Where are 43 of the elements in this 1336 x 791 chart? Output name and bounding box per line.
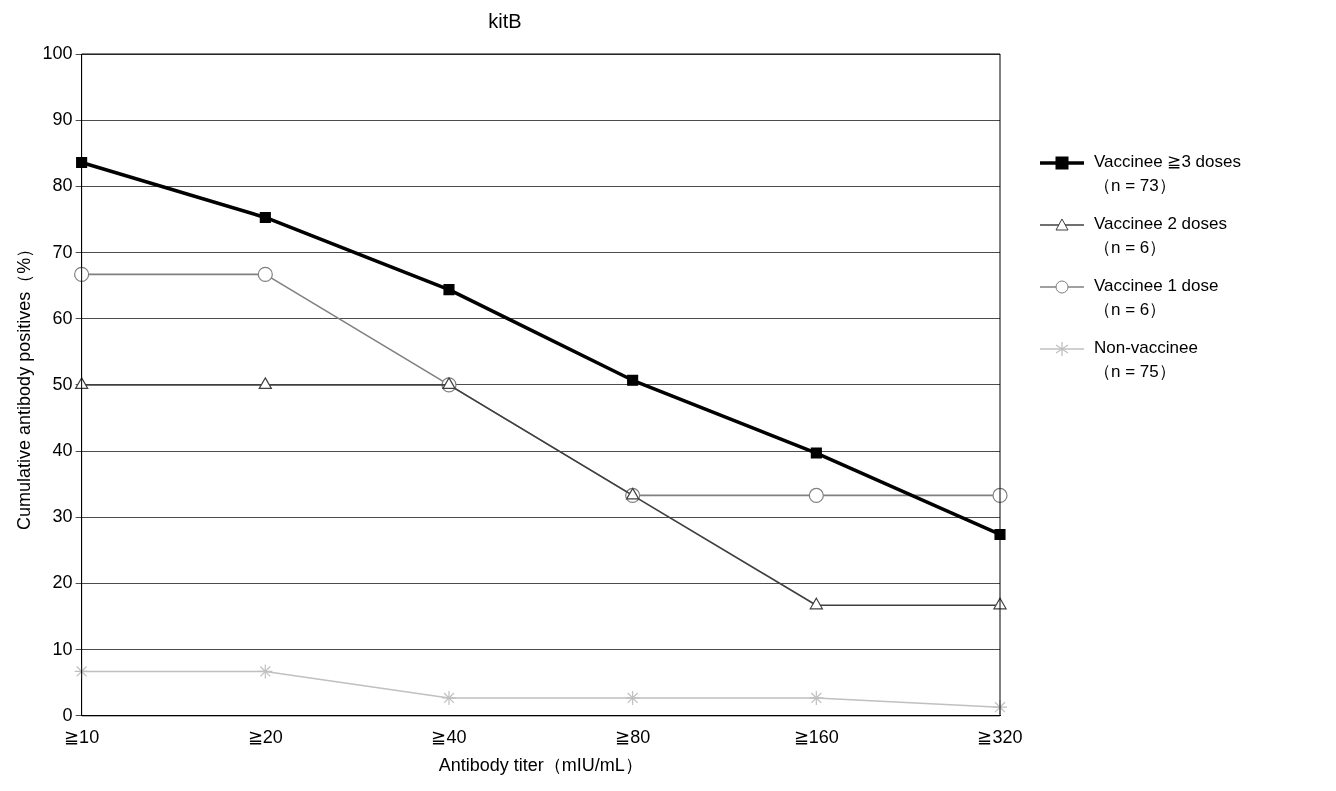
point [810,447,822,459]
point [259,211,271,224]
legend-label: Vaccinee 1 dose （n = 6） [1094,275,1219,321]
y-tick-label: 70 [52,241,73,262]
y-tick-label: 100 [42,42,73,63]
point [627,374,639,386]
legend-label: Vaccinee 2 doses （n = 6） [1094,213,1227,259]
y-tick-label: 30 [52,506,73,527]
x-tick-label: ≧80 [615,726,651,747]
point [76,156,88,169]
point [443,284,455,296]
point [258,377,272,389]
y-axis-title: Cumulative antibody positives（%） [13,239,34,530]
y-tick-label: 10 [52,638,73,659]
y-tick-label: 60 [52,307,73,328]
y-tick-label: 50 [52,373,73,394]
point [442,377,456,389]
point [808,690,824,706]
point [625,487,640,500]
legend-label: Non-vaccinee （n = 75） [1094,337,1198,383]
y-tick-label: 40 [52,440,73,461]
point [441,690,457,706]
point [257,266,273,282]
y-tick-label: 80 [52,175,73,196]
point [625,690,641,706]
y-tick-label: 90 [52,109,73,130]
chart-title: kitB [488,9,522,32]
legend-label: Vaccinee ≧3 doses （n = 73） [1094,151,1241,197]
point [74,266,90,282]
x-tick-label: ≧20 [247,726,283,747]
x-axis-title: Antibody titer（mIU/mL） [438,755,643,776]
x-tick-label: ≧320 [977,726,1023,747]
point [257,663,273,680]
point [808,487,824,504]
point [809,597,823,610]
point [994,528,1006,541]
y-tick-label: 0 [62,704,73,725]
point [74,663,90,680]
x-tick-label: ≧160 [793,726,839,747]
x-tick-label: ≧10 [64,726,100,747]
x-tick-label: ≧40 [431,726,467,747]
point [992,699,1008,715]
y-tick-label: 20 [52,572,73,593]
